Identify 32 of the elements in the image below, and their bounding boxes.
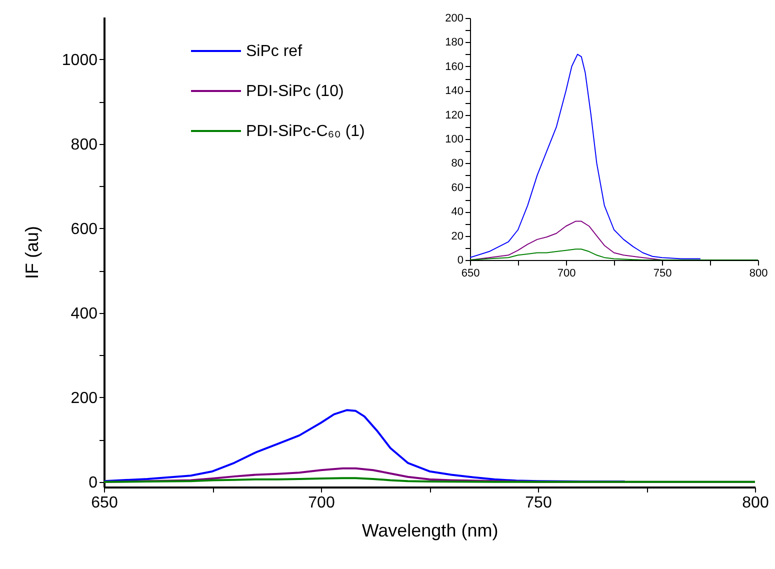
line-series (104, 409, 626, 483)
y-tick-label: 160 (445, 60, 464, 73)
y-tick-label: 400 (70, 305, 98, 322)
y-tick-label: 140 (445, 85, 464, 98)
legend-label: PDI-SiPc (10) (246, 83, 344, 100)
y-tick-label: 600 (70, 220, 98, 238)
y-tick-label: 180 (445, 36, 464, 49)
y-tick-label: 200 (70, 390, 98, 407)
x-tick-label: 700 (308, 494, 335, 512)
y-tick-label: 1000 (62, 52, 98, 69)
x-tick-label: 750 (653, 268, 672, 280)
legend-label: SiPc ref (246, 43, 303, 60)
x-tick-label: 750 (525, 494, 552, 512)
x-tick-label: 650 (461, 268, 480, 280)
x-tick-label: 700 (557, 268, 576, 280)
y-tick-label: 120 (445, 109, 464, 122)
y-tick-label: 0 (88, 474, 98, 492)
y-tick-label: 100 (445, 134, 464, 146)
x-tick-label: 800 (749, 268, 768, 280)
x-tick-label: 800 (742, 494, 769, 512)
y-tick-label: 80 (451, 158, 464, 170)
x-tick-label: 650 (91, 494, 118, 512)
y-tick-label: 200 (445, 12, 464, 24)
y-tick-label: 800 (70, 136, 98, 154)
y-tick-label: 20 (451, 230, 464, 242)
line-series (470, 54, 701, 260)
x-axis-title: Wavelength (nm) (362, 520, 498, 540)
y-tick-label: 0 (457, 254, 464, 266)
y-tick-label: 60 (451, 182, 464, 194)
y-axis-title: IF (au) (22, 226, 42, 280)
y-tick-label: 40 (451, 206, 464, 218)
legend-label: PDI-SiPc-C₆₀ (1) (246, 123, 365, 140)
